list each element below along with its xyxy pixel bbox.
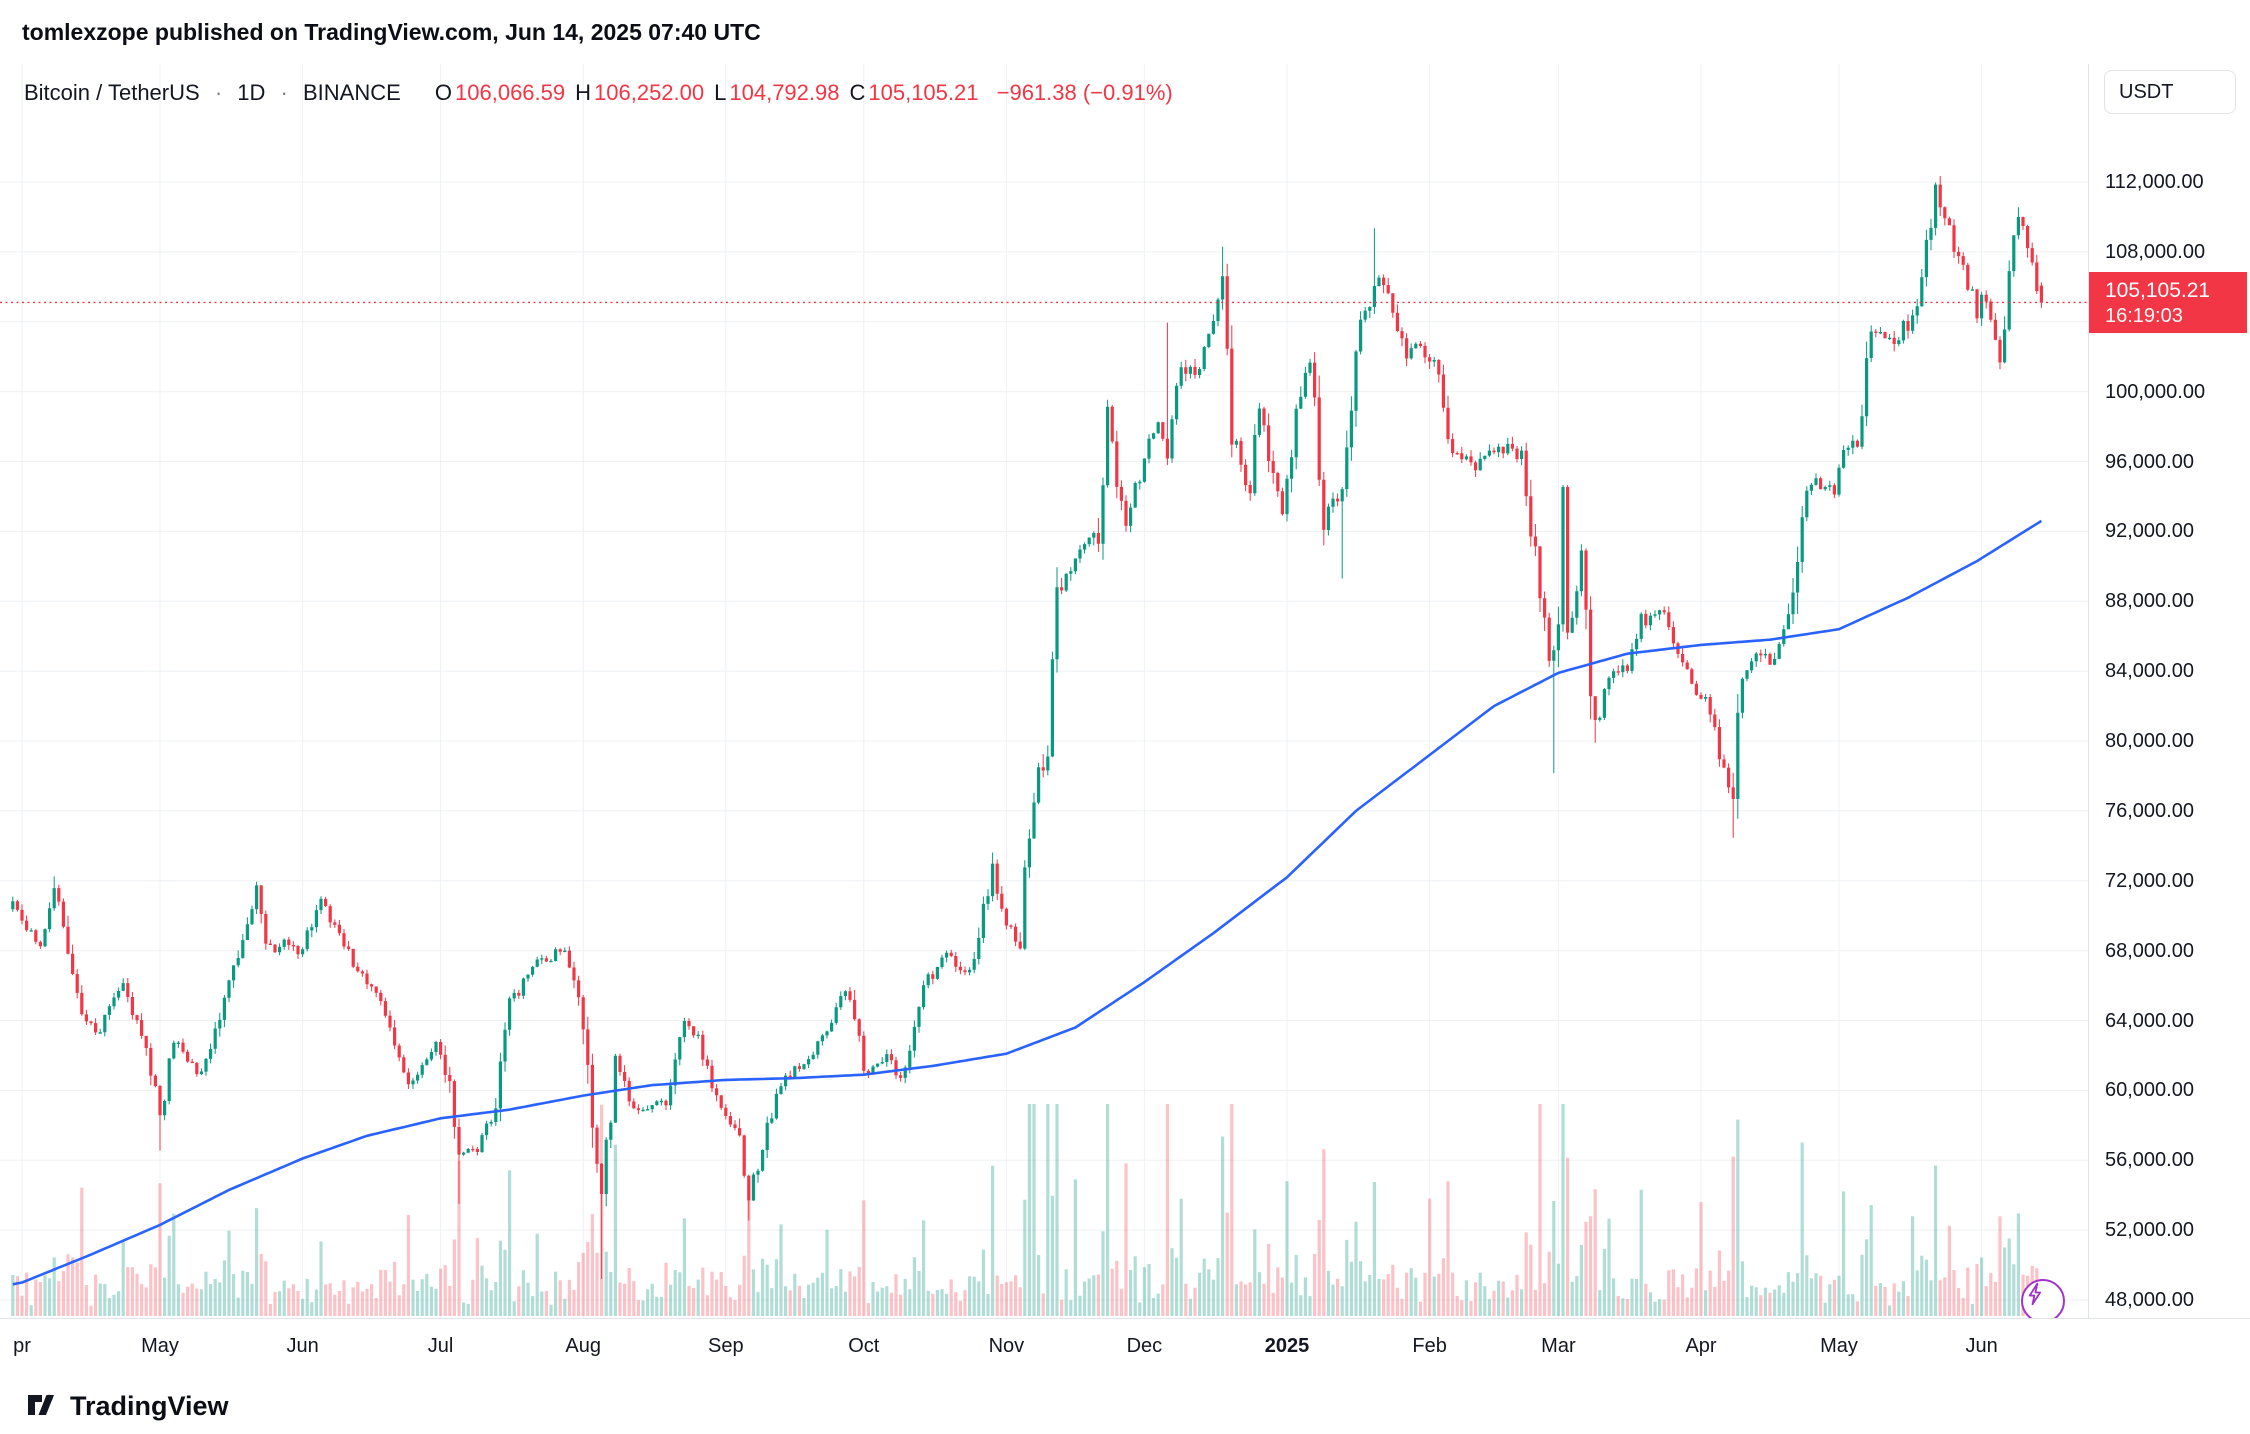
price-tick-label: 108,000.00 [2105,240,2206,263]
ohlc-key: L [714,80,727,105]
time-axis-label: Jul [427,1335,454,1357]
grid-lines [0,64,2088,1318]
price-tick-label: 72,000.00 [2105,869,2194,892]
time-axis-label: Feb [1412,1335,1447,1357]
exchange-label: BINANCE [302,80,401,105]
price-tick-label: 48,000.00 [2105,1289,2194,1311]
price-tick-label: 56,000.00 [2105,1149,2194,1172]
interval-label: 1D [237,80,266,105]
time-axis-label: Jun [1965,1335,1998,1357]
price-axis[interactable]: USDT 112,000.00 108,000.00 100,000.00 96,00… [2088,64,2250,1318]
time-axis-label: Jun [286,1335,319,1357]
time-axis-label: pr [13,1335,31,1357]
price-tick-label: 68,000.00 [2105,939,2194,962]
time-axis-label: Sep [708,1335,744,1357]
ohlc-key: C [849,80,866,105]
price-tick-label: 84,000.00 [2105,660,2194,683]
price-tick-label: 88,000.00 [2105,590,2194,613]
time-axis-label: Oct [848,1335,880,1357]
time-axis-label: Dec [1126,1335,1163,1357]
footer-bar: TradingView [0,1378,2250,1434]
price-tick-label: 112,000.00 [2105,171,2204,193]
ohlc-key: H [575,80,592,105]
legend-ohlc: O 106,066.59 H 106,252.00 L 104,792.98 C 105,10… [425,80,979,105]
current-price-badge: 105,105.21 16:19:03 [2089,272,2247,334]
flash-button[interactable] [2021,1279,2065,1318]
chart-area: Bitcoin / TetherUS · 1D · BINANCE O 106,0… [0,64,2250,1378]
bar-countdown: 16:19:03 [2105,305,2183,328]
legend-separator: · [214,80,223,105]
time-axis[interactable]: pr May Jun Jul Aug Sep Oct Nov Dec 2025 Feb Mar Apr M… [0,1318,2250,1378]
ohlc-value: 105,105.21 [868,80,979,105]
time-axis-label: May [141,1335,179,1357]
chart-canvas[interactable] [0,64,2088,1318]
current-price-value: 105,105.21 [2105,279,2211,303]
price-tick-label: 100,000.00 [2105,380,2206,403]
price-tick-label: 64,000.00 [2105,1009,2194,1032]
tradingview-brand-text[interactable]: TradingView [70,1390,229,1421]
candle-wicks-up [12,182,2019,1207]
price-tick-label: 52,000.00 [2105,1219,2194,1242]
legend-separator: · [280,80,288,105]
time-axis-label: Apr [1685,1335,1717,1357]
candle-bodies-up [11,184,2021,1201]
time-axis-label: 2025 [1264,1335,1310,1357]
price-tick-label: 60,000.00 [2105,1079,2194,1102]
chart-legend: Bitcoin / TetherUS · 1D · BINANCE O 106,0… [24,80,1173,106]
price-tick-label: 76,000.00 [2105,799,2194,822]
candle-bodies-down [15,184,2043,1201]
time-axis-label: Mar [1541,1335,1576,1357]
volume-bars-up [11,1104,2021,1316]
ohlc-key: O [434,80,453,105]
symbol-title: Bitcoin / TetherUS [24,80,200,105]
time-axis-label: Nov [988,1335,1025,1357]
price-tick-label: 92,000.00 [2105,520,2194,543]
tradingview-logo-icon[interactable] [24,1387,58,1426]
chart-plot[interactable]: Bitcoin / TetherUS · 1D · BINANCE O 106,0… [0,64,2088,1318]
ohlc-value: 106,252.00 [594,80,705,105]
ohlc-value: 106,066.59 [455,80,566,105]
price-tick-label: 96,000.00 [2105,450,2194,473]
ohlc-value: 104,792.98 [729,80,840,105]
share-header: tomlexzope published on TradingView.com,… [0,0,2250,64]
price-tick-label: 80,000.00 [2105,730,2194,752]
share-header-text: tomlexzope published on TradingView.com,… [22,18,761,45]
currency-button[interactable]: USDT [2104,70,2236,114]
time-axis-label: May [1820,1335,1858,1357]
time-axis-label: Aug [565,1335,601,1357]
moving-average-line [12,519,2043,1286]
change-label: −961.38 (−0.91%) [996,80,1173,105]
